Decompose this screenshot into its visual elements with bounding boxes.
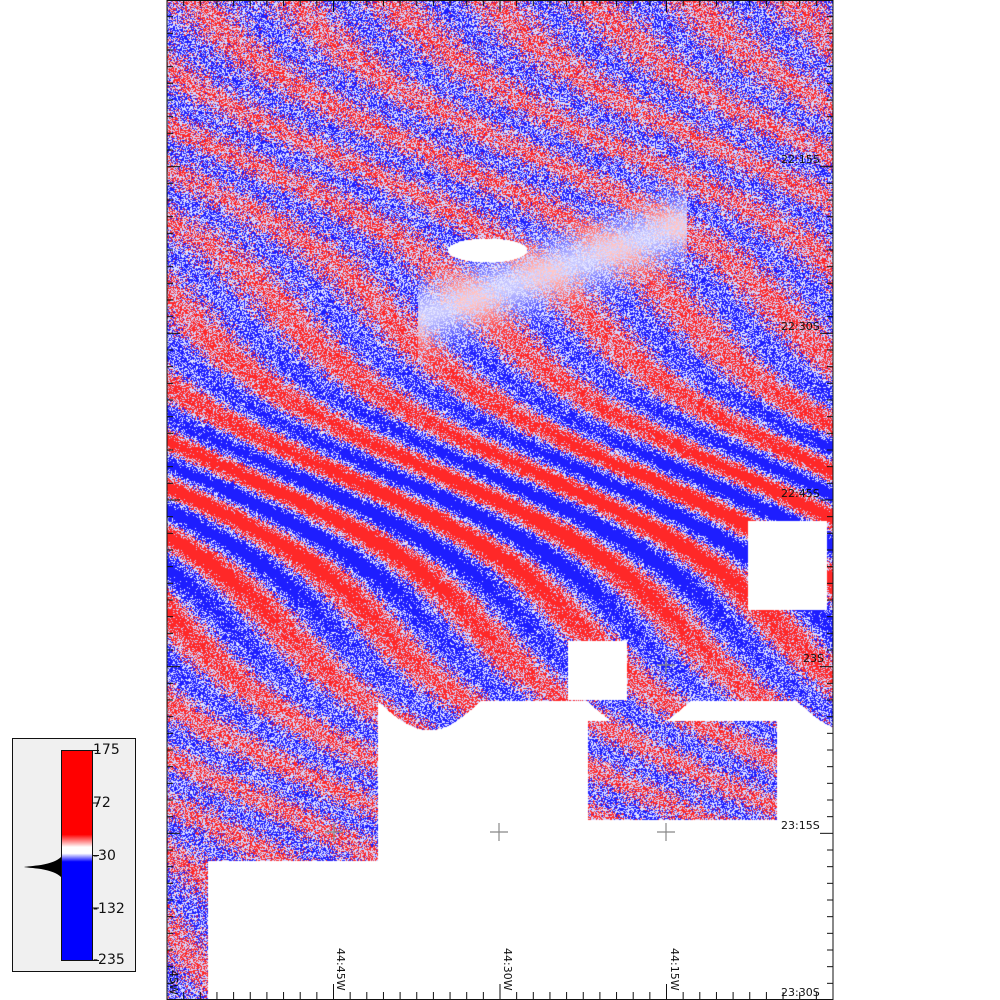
legend-color-bar (61, 750, 93, 961)
legend-tick-label: -132 (93, 901, 125, 917)
legend-tick-label: 175 (93, 742, 120, 758)
color-legend: 175 72 -30 -132 -235 (12, 738, 136, 972)
legend-graphic (24, 750, 99, 961)
legend-histogram (24, 857, 61, 877)
legend-tick-label: -30 (93, 848, 116, 864)
map-raster-image[interactable] (167, 0, 833, 1000)
legend-tick-label: -235 (93, 952, 125, 968)
legend-tick-label: 72 (93, 795, 111, 811)
